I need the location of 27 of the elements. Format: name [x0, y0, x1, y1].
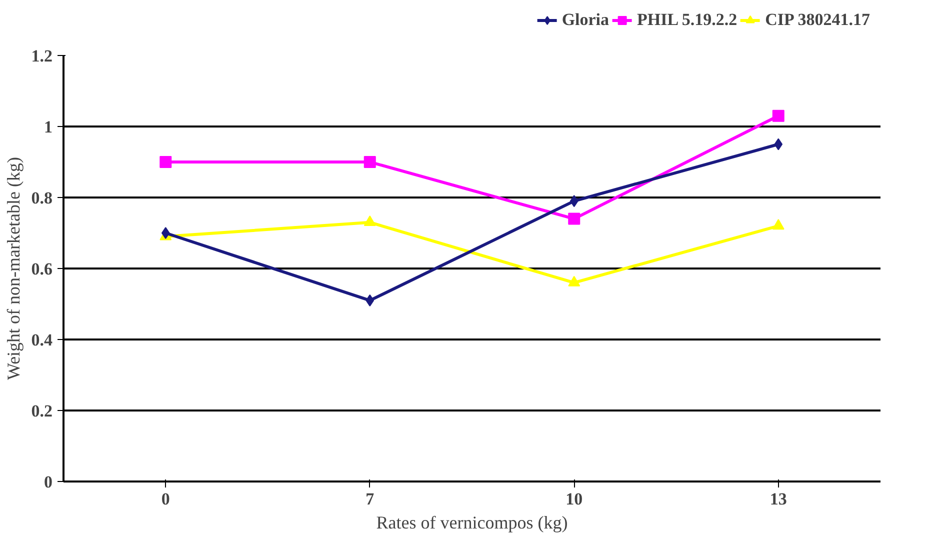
point — [570, 195, 578, 208]
legend-label: PHIL 5.19.2.2 — [637, 10, 738, 30]
y-axis-title: Weight of non-marketable (kg) — [3, 157, 24, 380]
point — [161, 227, 170, 239]
x-tick-label: 0 — [161, 490, 170, 508]
y-tick-label: 0.4 — [31, 330, 53, 350]
y-tick-label: 0.8 — [31, 188, 52, 208]
point — [772, 110, 784, 122]
point — [366, 294, 374, 306]
point — [364, 156, 376, 168]
y-tick-label: 1.2 — [31, 46, 52, 66]
x-tick-label: 10 — [566, 490, 583, 508]
x-axis-title: Rates of vernicompos (kg) — [376, 512, 568, 532]
point — [568, 276, 580, 286]
point — [160, 156, 172, 168]
y-tick-label: 1 — [44, 118, 52, 136]
legend-label: CIP 380241.17 — [765, 10, 870, 30]
point — [364, 216, 376, 226]
y-tick-label: 0.2 — [31, 402, 52, 420]
legend-label: Gloria — [562, 10, 610, 30]
y-tick-label: 0 — [44, 472, 52, 492]
x-tick-label: 13 — [770, 490, 787, 508]
x-tick-label: 7 — [366, 490, 375, 508]
y-tick-label: 0.6 — [31, 260, 52, 278]
point — [774, 138, 783, 150]
point — [772, 219, 784, 230]
point — [568, 212, 580, 225]
